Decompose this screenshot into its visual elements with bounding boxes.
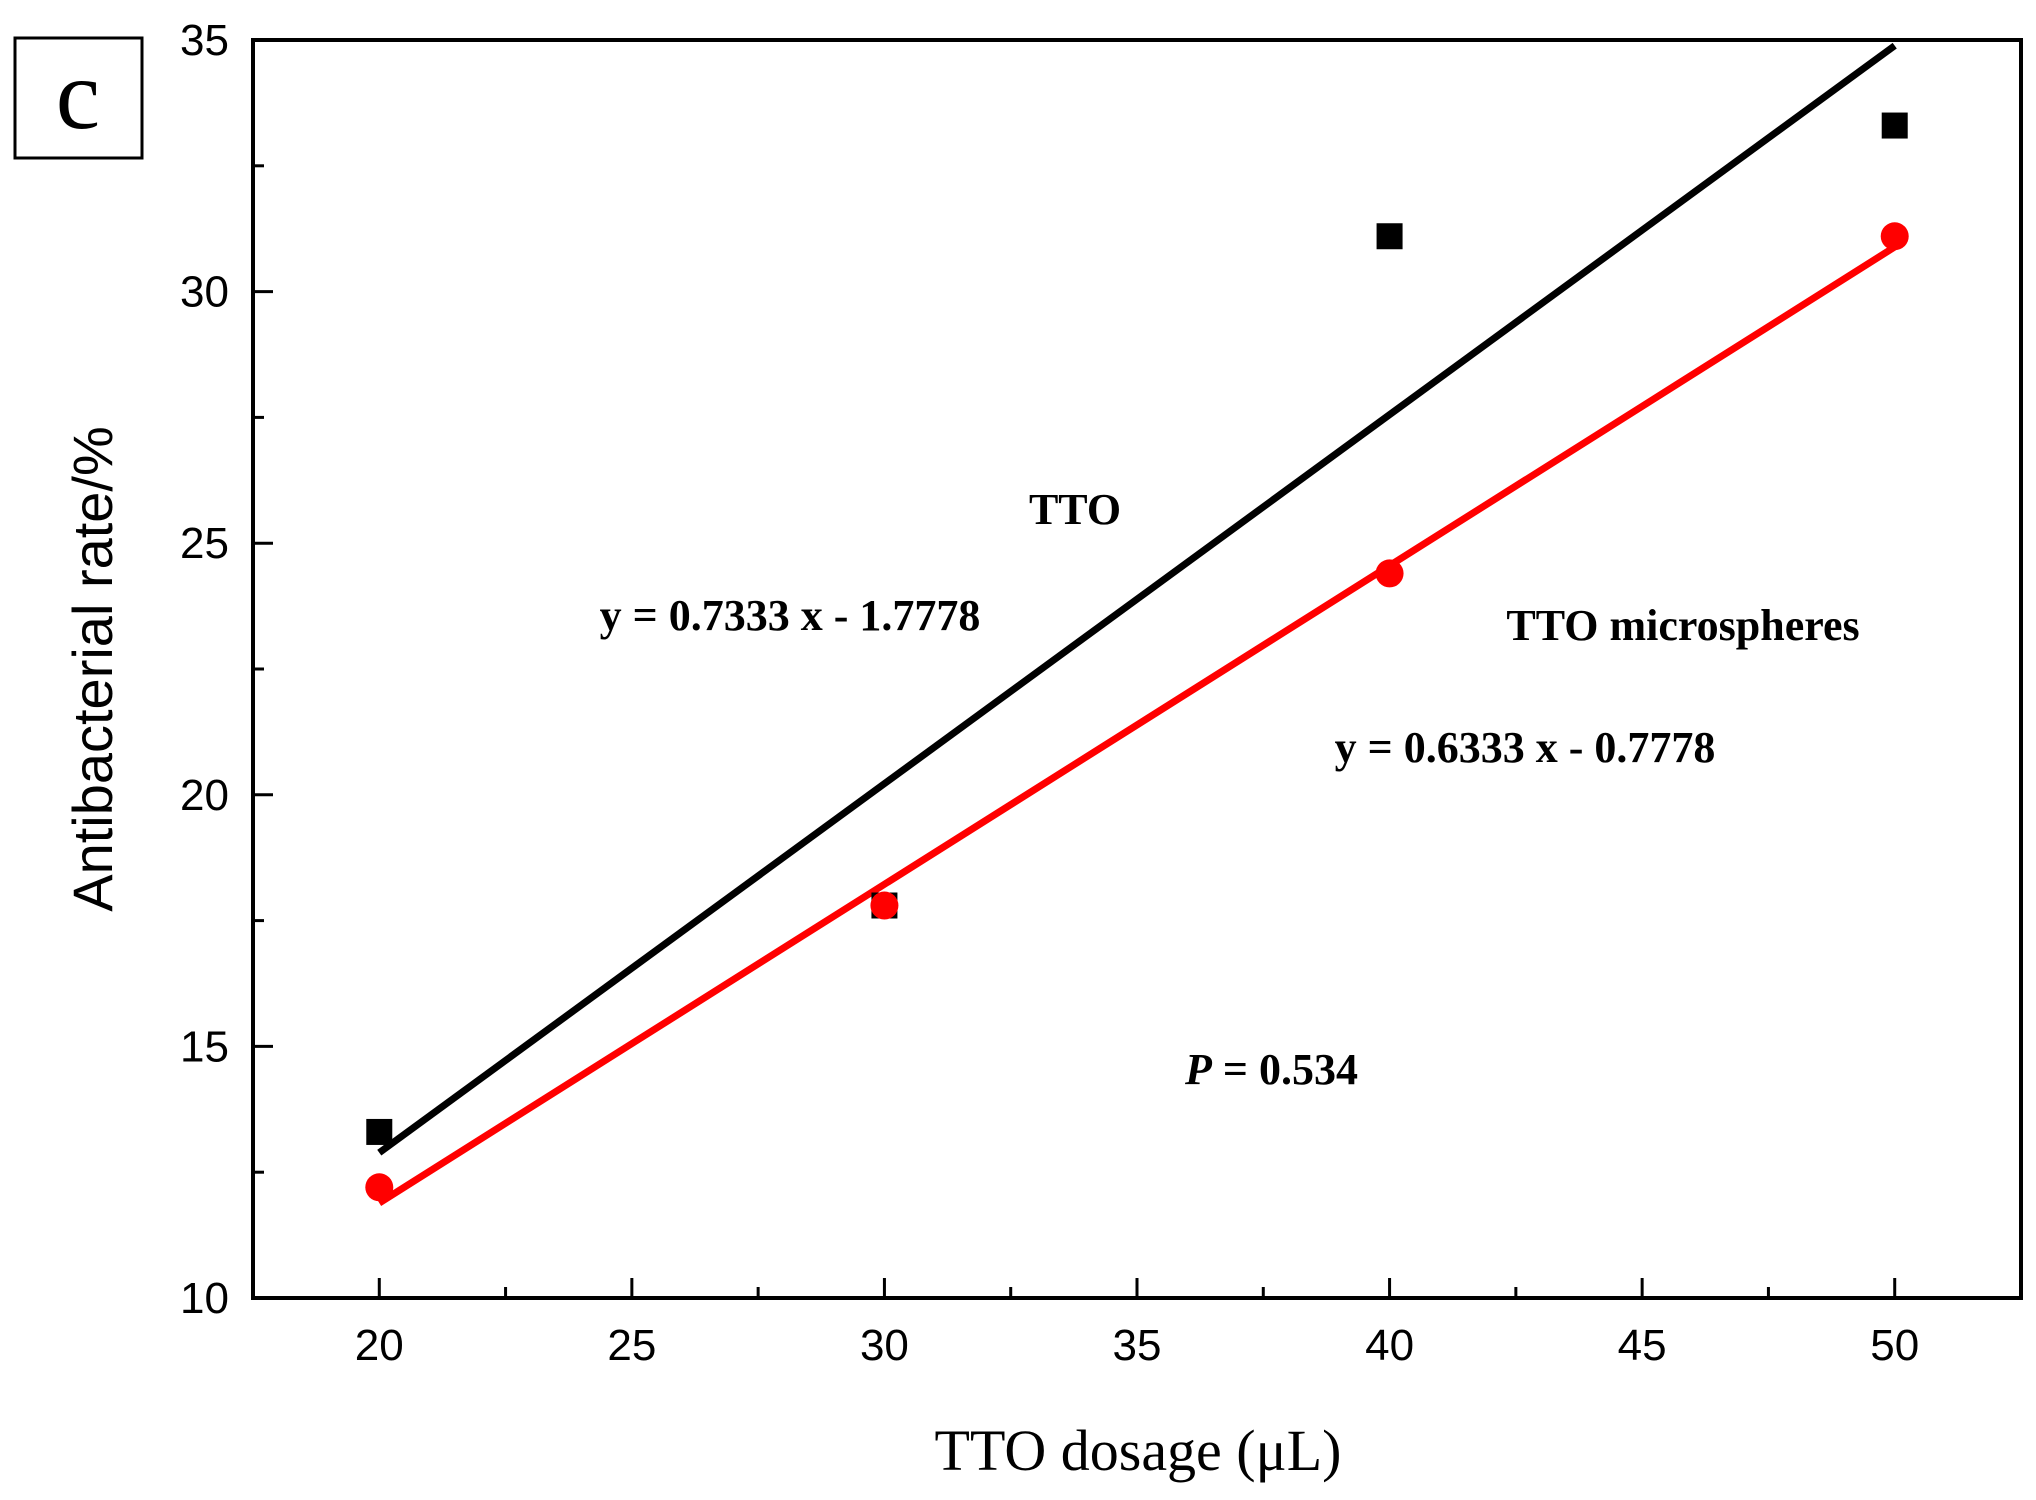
x-tick-label: 50: [1870, 1321, 1919, 1370]
microspheres-fit-line: [377, 243, 1897, 1206]
microspheres-fit-equation: y = 0.6333 x - 0.7778: [1335, 723, 1716, 772]
x-tick-label: 45: [1618, 1321, 1667, 1370]
p-symbol: P: [1184, 1045, 1213, 1094]
x-axis-title: TTO dosage (μL): [935, 1418, 1342, 1483]
x-tick-label: 20: [355, 1321, 404, 1370]
y-axis-title: Antibacterial rate/%: [61, 426, 124, 912]
microspheres-data-point: [870, 891, 899, 920]
microspheres-data-point: [365, 1173, 394, 1202]
tto-data-point: [366, 1118, 393, 1145]
microspheres-series-label: TTO microspheres: [1506, 601, 1859, 650]
x-tick-label: 40: [1365, 1321, 1414, 1370]
tto-data-point: [1881, 112, 1908, 139]
y-tick-label: 15: [180, 1022, 229, 1071]
x-tick-label: 35: [1113, 1321, 1162, 1370]
panel-label: c: [56, 39, 100, 150]
panel-label-box: [13, 36, 144, 160]
microspheres-data-point: [1375, 559, 1404, 588]
y-tick-label: 35: [180, 16, 229, 65]
y-tick-label: 30: [180, 268, 229, 317]
fit-lines: [377, 42, 1897, 1206]
y-tick-label: 25: [180, 519, 229, 568]
x-tick-label: 25: [607, 1321, 656, 1370]
x-tick-labels: 20 25 30 35 40 45 50: [355, 1321, 1919, 1370]
y-tick-label: 20: [180, 771, 229, 820]
x-tick-label: 30: [860, 1321, 909, 1370]
plot-frame: [251, 38, 2023, 1300]
p-value-annotation: P = 0.534: [1184, 1045, 1358, 1094]
tto-data-point: [1376, 223, 1403, 250]
tto-fit-line: [377, 42, 1897, 1156]
p-value: = 0.534: [1212, 1045, 1358, 1094]
tto-fit-equation: y = 0.7333 x - 1.7778: [600, 591, 981, 640]
data-markers: [365, 112, 1909, 1202]
axis-ticks: [253, 38, 1897, 1300]
y-tick-labels: 10 15 20 25 30 35: [180, 16, 229, 1323]
y-tick-label: 10: [180, 1274, 229, 1323]
tto-series-label: TTO: [1029, 485, 1121, 534]
microspheres-data-point: [1880, 222, 1909, 251]
